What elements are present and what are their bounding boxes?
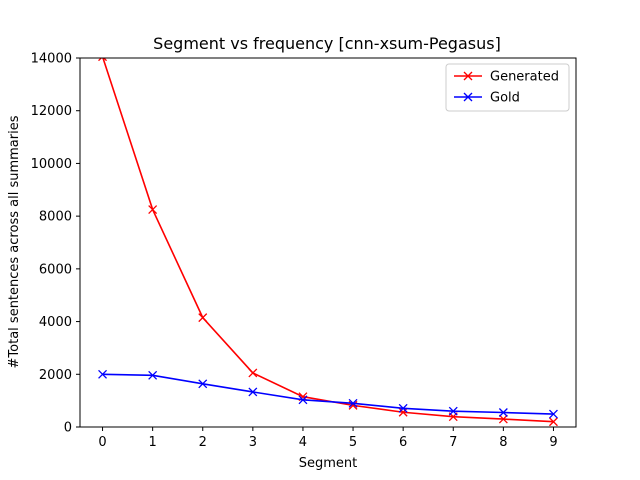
data-point-generated — [198, 313, 208, 323]
legend-item-generated: Generated — [454, 70, 559, 85]
legend: Generated Gold — [445, 63, 570, 112]
y-tick-label: 0 — [64, 421, 72, 436]
y-tick-label: 10000 — [31, 157, 72, 172]
data-point-generated — [248, 368, 258, 378]
x-tick-label: 1 — [149, 435, 157, 450]
data-point-generated — [548, 417, 558, 427]
data-point-generated — [148, 205, 158, 215]
x-tick-label: 9 — [549, 435, 557, 450]
data-point-generated — [98, 58, 108, 62]
x-tick-label: 2 — [199, 435, 207, 450]
x-tick-label: 0 — [98, 435, 106, 450]
legend-label: Gold — [490, 91, 520, 106]
x-tick-label: 4 — [299, 435, 307, 450]
x-axis-ticks: 0 1 2 3 4 5 6 7 8 9 — [98, 427, 558, 450]
x-tick-label: 8 — [499, 435, 507, 450]
data-point-gold — [348, 398, 358, 408]
legend-label: Generated — [490, 70, 559, 85]
data-point-gold — [398, 403, 408, 413]
legend-item-gold: Gold — [454, 91, 520, 106]
data-point-gold — [448, 406, 458, 416]
y-tick-label: 4000 — [39, 315, 72, 330]
data-point-gold — [498, 408, 508, 417]
data-point-gold — [548, 409, 558, 419]
x-tick-label: 3 — [249, 435, 257, 450]
y-tick-label: 6000 — [39, 262, 72, 277]
y-tick-label: 12000 — [31, 104, 72, 119]
data-point-gold — [298, 395, 308, 405]
plot-area — [98, 58, 558, 427]
data-point-gold — [198, 379, 208, 389]
y-tick-label: 14000 — [31, 52, 72, 67]
data-point-generated — [498, 414, 508, 424]
y-axis-ticks: 0 2000 4000 6000 8000 10000 12000 14000 — [31, 52, 80, 436]
data-point-gold — [248, 387, 258, 397]
data-point-generated — [398, 407, 408, 417]
y-tick-label: 2000 — [39, 368, 72, 383]
chart-title: Segment vs frequency [cnn-xsum-Pegasus] — [153, 34, 501, 53]
x-tick-label: 5 — [349, 435, 357, 450]
data-point-gold — [148, 370, 158, 380]
y-axis-label: #Total sentences across all summaries — [7, 115, 22, 368]
series-line-gold — [102, 373, 554, 415]
x-tick-label: 7 — [449, 435, 457, 450]
y-tick-label: 8000 — [39, 210, 72, 225]
axes-frame — [79, 57, 577, 428]
x-tick-label: 6 — [399, 435, 407, 450]
data-point-gold — [98, 369, 108, 379]
x-axis-label: Segment — [299, 456, 358, 471]
